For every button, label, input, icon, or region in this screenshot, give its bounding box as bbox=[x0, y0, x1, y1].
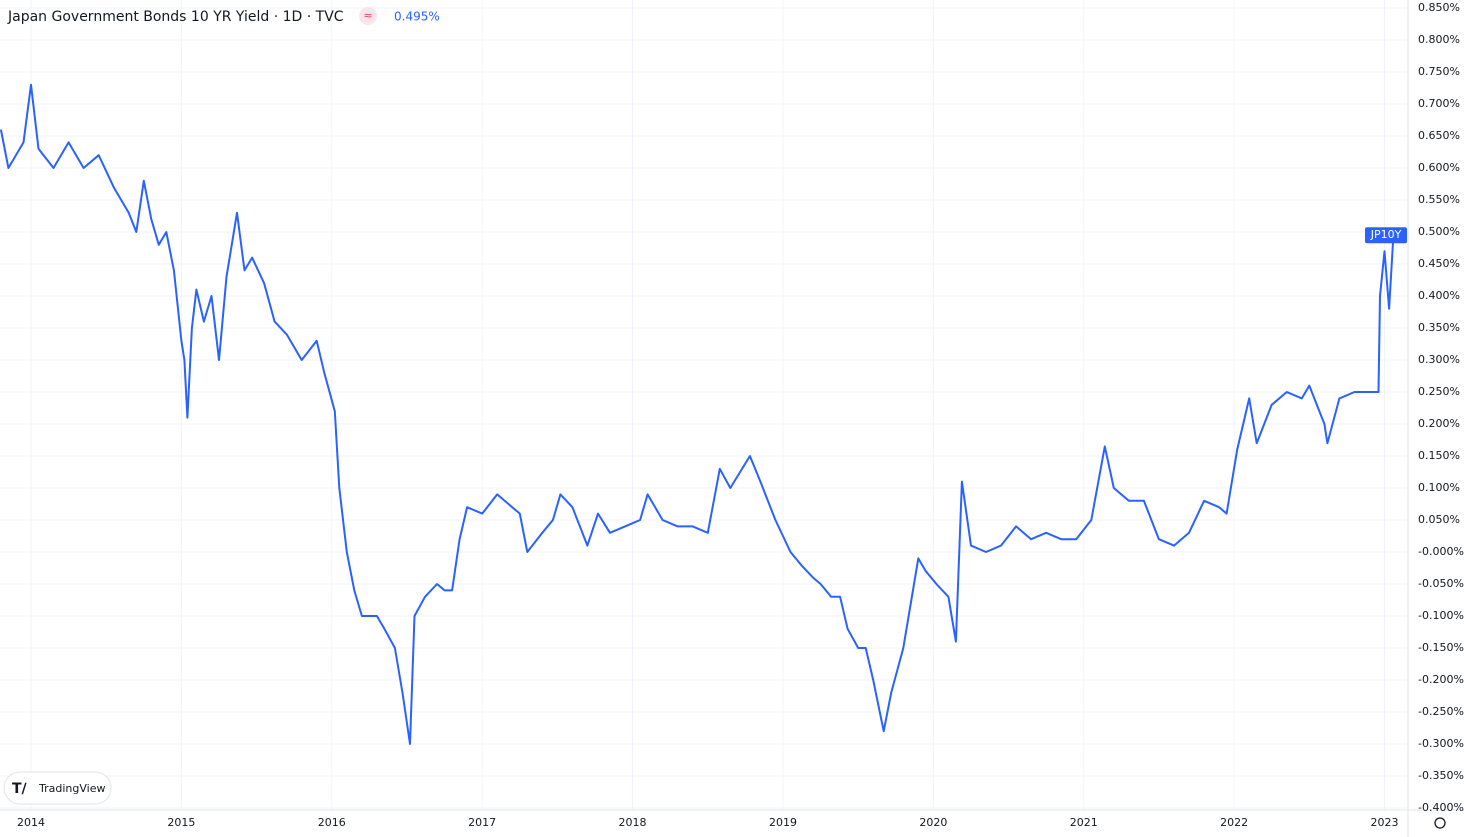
y-tick-label: 0.350% bbox=[1418, 321, 1460, 334]
y-tick-label: 0.550% bbox=[1418, 193, 1460, 206]
y-tick-label: -0.350% bbox=[1418, 769, 1464, 782]
chart-title: Japan Government Bonds 10 YR Yield · 1D … bbox=[7, 9, 344, 25]
x-tick-label: 2016 bbox=[318, 816, 346, 829]
settings-icon[interactable] bbox=[1434, 817, 1446, 829]
y-tick-label: -0.150% bbox=[1418, 641, 1464, 654]
y-tick-label: 0.450% bbox=[1418, 257, 1460, 270]
y-tick-label: 0.300% bbox=[1418, 353, 1460, 366]
y-tick-label: 0.150% bbox=[1418, 449, 1460, 462]
y-tick-label: 0.600% bbox=[1418, 161, 1460, 174]
y-tick-label: 0.800% bbox=[1418, 33, 1460, 46]
x-tick-label: 2015 bbox=[167, 816, 195, 829]
x-tick-label: 2019 bbox=[769, 816, 797, 829]
y-tick-label: 0.200% bbox=[1418, 417, 1460, 430]
y-tick-label: -0.000% bbox=[1418, 545, 1464, 558]
gear[interactable] bbox=[1434, 817, 1446, 829]
y-tick-label: 0.850% bbox=[1418, 1, 1460, 14]
y-tick-label: 0.500% bbox=[1418, 225, 1460, 238]
x-tick-label: 2018 bbox=[619, 816, 647, 829]
plot: JP10Y bbox=[0, 83, 1407, 745]
y-tick-label: -0.300% bbox=[1418, 737, 1464, 750]
y-tick-label: 0.250% bbox=[1418, 385, 1460, 398]
line-series bbox=[0, 83, 1398, 745]
x-tick-label: 2022 bbox=[1220, 816, 1248, 829]
x-tick-label: 2021 bbox=[1070, 816, 1098, 829]
y-tick-label: -0.100% bbox=[1418, 609, 1464, 622]
series-tag bbox=[1365, 227, 1407, 244]
x-tick-label: 2014 bbox=[17, 816, 45, 829]
y-tick-label: 0.050% bbox=[1418, 513, 1460, 526]
y-tick-label: 0.400% bbox=[1418, 289, 1460, 302]
y-tick-label: -0.050% bbox=[1418, 577, 1464, 590]
y-tick-label: -0.250% bbox=[1418, 705, 1464, 718]
x-tick-label: 2023 bbox=[1371, 816, 1399, 829]
y-tick-label: 0.700% bbox=[1418, 97, 1460, 110]
y-tick-label: -0.200% bbox=[1418, 673, 1464, 686]
brand-logo[interactable]: T∕ bbox=[12, 781, 28, 797]
indicator-icon[interactable] bbox=[359, 7, 377, 25]
series-tag-label: JP10Y bbox=[1370, 228, 1402, 241]
y-tick-label: 0.650% bbox=[1418, 129, 1460, 142]
last-value: 0.495% bbox=[394, 10, 440, 24]
y-tick-label: 0.100% bbox=[1418, 481, 1460, 494]
brand-badge[interactable] bbox=[3, 771, 112, 805]
y-tick-label: 0.750% bbox=[1418, 65, 1460, 78]
brand-name[interactable]: TradingView bbox=[38, 782, 105, 795]
grid bbox=[0, 0, 1408, 810]
x-tick-label: 2020 bbox=[919, 816, 947, 829]
x-tick-label: 2017 bbox=[468, 816, 496, 829]
indicator-glyph[interactable]: ≈ bbox=[363, 9, 372, 22]
y-tick-label: -0.400% bbox=[1418, 801, 1464, 814]
